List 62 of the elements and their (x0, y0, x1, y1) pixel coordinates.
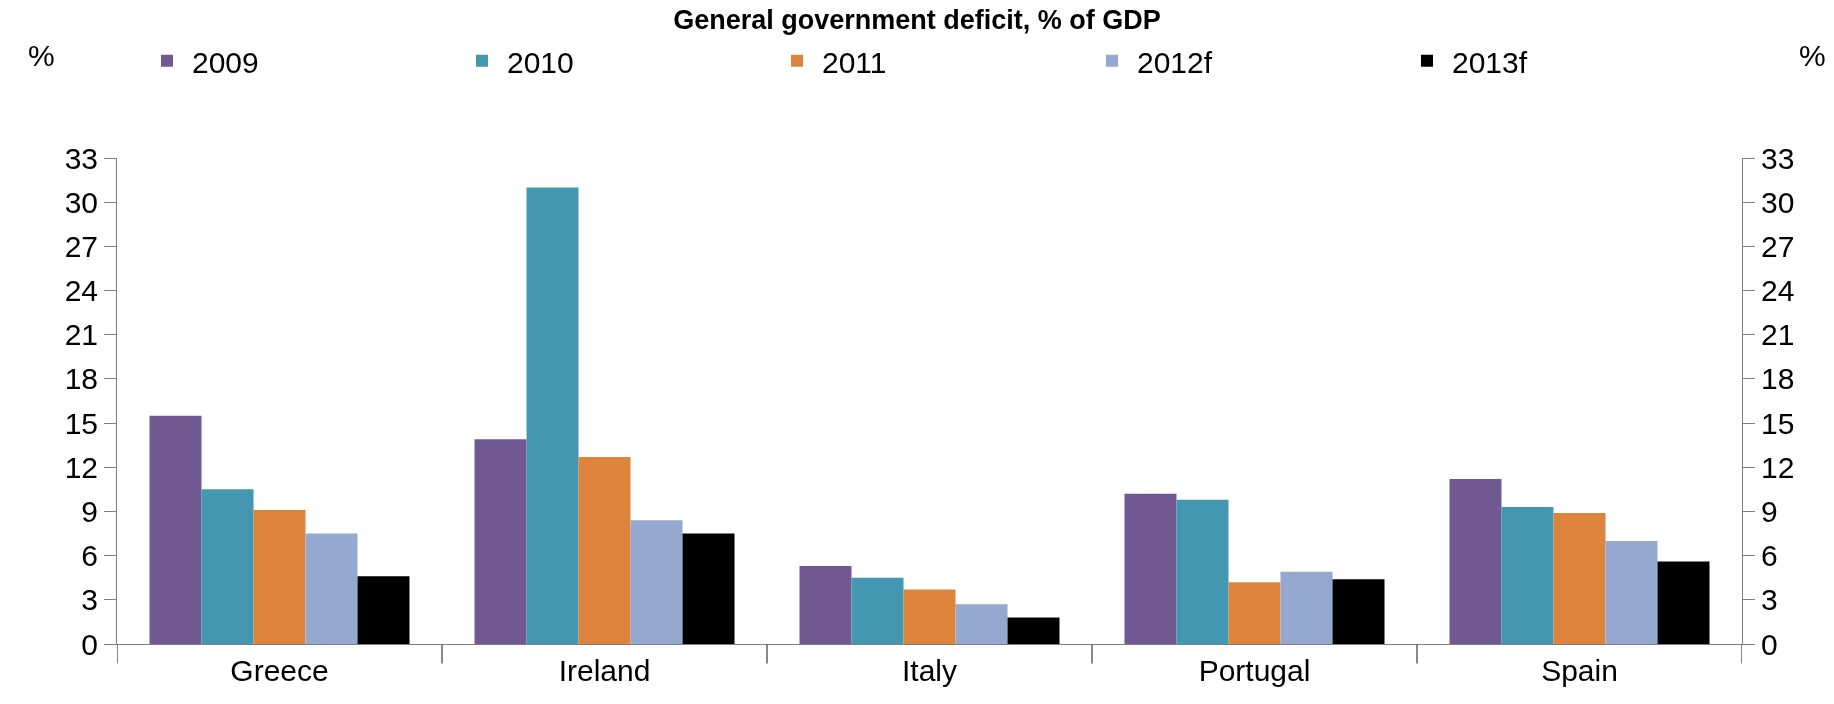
bar (1605, 540, 1658, 644)
y2-tick-label: 12 (1761, 450, 1795, 484)
y2-tick-label: 33 (1761, 141, 1795, 175)
bar (253, 509, 306, 644)
bar (578, 456, 631, 644)
y-tick-label: 3 (81, 583, 98, 617)
bar (851, 577, 904, 644)
y-axis-title: % (28, 39, 55, 72)
bar (149, 415, 202, 644)
bar (1657, 561, 1710, 644)
bar (1007, 617, 1060, 644)
bar (955, 604, 1008, 644)
y2-tick-label: 24 (1761, 274, 1795, 308)
y-tick-label: 6 (81, 539, 98, 573)
chart-title: General government deficit, % of GDP (673, 5, 1161, 36)
legend-label: 2011 (822, 45, 887, 79)
y-tick-label: 15 (64, 406, 98, 440)
y-tick-label: 18 (64, 362, 98, 396)
bar (526, 187, 579, 644)
bar (474, 439, 527, 644)
bar (799, 565, 852, 644)
y2-axis-title: % (1799, 39, 1826, 72)
x-tick-label: Ireland (558, 654, 651, 687)
y2-tick-label: 30 (1761, 185, 1795, 219)
bar (1553, 512, 1606, 644)
bar (682, 533, 735, 644)
y-tick-label: 24 (64, 274, 98, 308)
x-tick-label: Greece (230, 654, 329, 687)
y2-tick-label: 9 (1761, 494, 1778, 528)
y-tick-label: 0 (81, 627, 98, 661)
y2-tick-label: 15 (1761, 406, 1795, 440)
y2-tick-label: 0 (1761, 627, 1778, 661)
y-tick-label: 12 (64, 450, 98, 484)
legend-label: 2013f (1452, 45, 1528, 79)
bar (903, 589, 956, 644)
bar (1228, 582, 1281, 644)
y2-tick-label: 27 (1761, 229, 1795, 263)
x-tick-label: Italy (901, 654, 958, 687)
bar (1332, 579, 1385, 644)
x-tick-label: Portugal (1198, 654, 1311, 687)
bar (630, 520, 683, 644)
y-tick-label: 30 (64, 185, 98, 219)
y-tick-label: 33 (64, 141, 98, 175)
y-tick-label: 21 (64, 318, 98, 352)
bar (1280, 571, 1333, 644)
bar (201, 489, 254, 644)
bar (357, 576, 410, 644)
bar (1124, 493, 1177, 644)
bar (1449, 479, 1502, 644)
y2-tick-label: 6 (1761, 539, 1778, 573)
legend-label: 2012f (1137, 45, 1213, 79)
y2-tick-label: 21 (1761, 318, 1795, 352)
y2-tick-label: 18 (1761, 362, 1795, 396)
y-tick-label: 9 (81, 494, 98, 528)
bar (1501, 507, 1554, 644)
y2-tick-label: 3 (1761, 583, 1778, 617)
y-tick-label: 27 (64, 229, 98, 263)
bar (305, 533, 358, 644)
legend-label: 2009 (192, 45, 259, 79)
legend-label: 2010 (507, 45, 574, 79)
bar (1176, 499, 1229, 644)
x-tick-label: Spain (1541, 654, 1618, 687)
